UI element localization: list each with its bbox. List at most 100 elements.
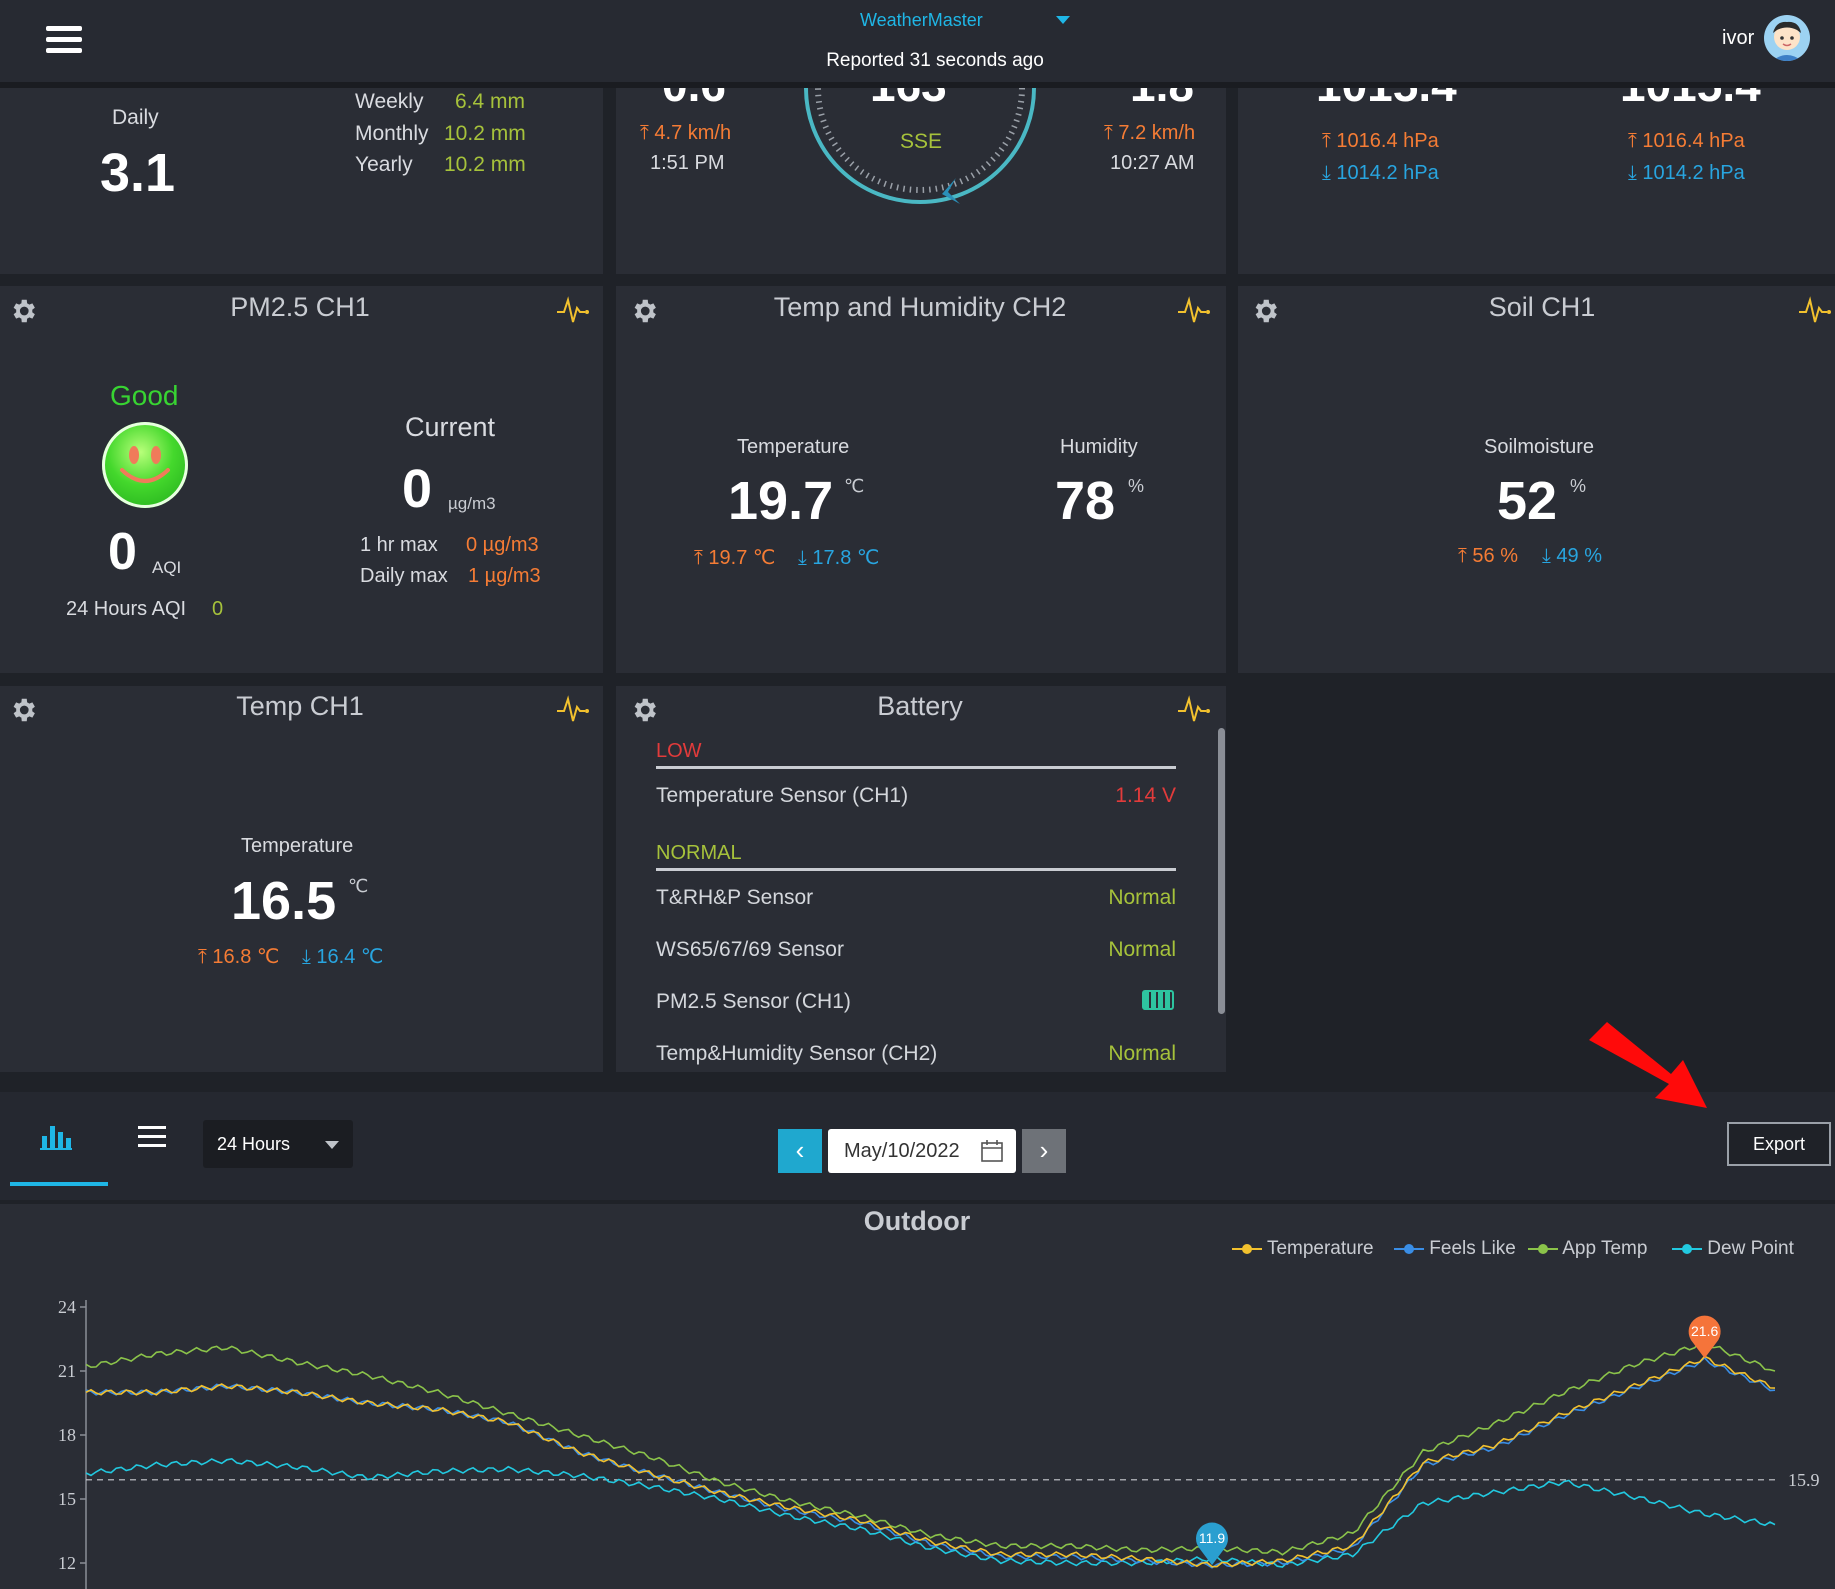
- air-quality-status: Good: [110, 380, 179, 411]
- y-tick-label: 24: [58, 1297, 76, 1317]
- series-line-feels-like: [85, 1356, 1776, 1569]
- outdoor-chart[interactable]: 24 21 18 15 12 15.9 21.6 11.9: [0, 1280, 1835, 1589]
- battery-low-header: LOW: [656, 740, 702, 762]
- pulse-icon[interactable]: [556, 296, 590, 324]
- export-button[interactable]: Export: [1727, 1122, 1831, 1166]
- chart-panel: [0, 1204, 1835, 1589]
- rain-monthly-label: Monthly: [355, 122, 429, 145]
- wind-speed-value: 0.6: [662, 88, 726, 112]
- soil-unit: %: [1570, 476, 1587, 496]
- th-ch2-hum-label: Humidity: [1060, 436, 1138, 458]
- legend-marker: [1394, 1243, 1424, 1254]
- temp-ch1-title: Temp CH1: [236, 691, 364, 721]
- wind-gust-time: 10:27 AM: [1110, 152, 1195, 174]
- th-ch2-panel: [616, 286, 1226, 673]
- soil-ch1-title: Soil CH1: [1488, 292, 1596, 322]
- battery-row: WS65/67/69 Sensor Normal: [656, 938, 1176, 961]
- rain-daily-value: 3.1: [100, 143, 176, 203]
- legend-marker: [1232, 1243, 1262, 1254]
- gear-icon[interactable]: [629, 296, 659, 326]
- user-name[interactable]: ivor: [1722, 27, 1755, 49]
- list-view-icon[interactable]: [138, 1126, 166, 1148]
- wind-speed-max: ⤒ 4.7 km/h: [640, 122, 732, 144]
- reported-time: Reported 31 seconds ago: [826, 50, 1044, 71]
- average-label: 15.9: [1788, 1470, 1820, 1490]
- calendar-icon: [981, 1140, 1003, 1162]
- battery-title: Battery: [877, 691, 963, 721]
- date-value: May/10/2022: [844, 1140, 960, 1162]
- y-tick-label: 12: [58, 1553, 76, 1573]
- battery-row: PM2.5 Sensor (CH1): [656, 990, 1176, 1014]
- legend-marker: [1528, 1243, 1558, 1254]
- gear-icon[interactable]: [629, 695, 659, 725]
- wind-speed-time: 1:51 PM: [650, 152, 725, 174]
- wind-direction-label: SSE: [900, 130, 943, 153]
- pressure-abs-max: ⤒ 1016.4 hPa: [1628, 130, 1745, 152]
- pm25-panel: [0, 286, 603, 673]
- battery-panel: [616, 686, 1226, 1072]
- battery-row: Temperature Sensor (CH1) 1.14 V: [656, 784, 1176, 807]
- gear-icon[interactable]: [8, 695, 38, 725]
- menu-icon[interactable]: [46, 26, 82, 54]
- th-ch2-hum-unit: %: [1128, 476, 1145, 496]
- wind-gust-value: 1.8: [1130, 88, 1194, 112]
- y-tick-label: 15: [58, 1489, 76, 1509]
- rain-panel: [0, 88, 603, 274]
- chart-title: Outdoor: [863, 1206, 971, 1236]
- th-ch2-hum-value: 78: [1055, 471, 1116, 531]
- range-select[interactable]: 24 Hours: [203, 1120, 353, 1168]
- soil-label: Soilmoisture: [1484, 436, 1595, 458]
- pulse-icon[interactable]: [1798, 296, 1832, 324]
- rain-yearly-label: Yearly: [355, 153, 413, 176]
- pm25-daily-max-value: 1 µg/m3: [468, 565, 541, 587]
- pressure-abs-min: ⤓ 1014.2 hPa: [1628, 162, 1745, 184]
- date-picker[interactable]: May/10/2022: [828, 1129, 1016, 1173]
- soil-max: ⤒ 56 %: [1458, 545, 1518, 567]
- top-bar: [0, 0, 1835, 88]
- pulse-icon[interactable]: [1177, 296, 1211, 324]
- temp-ch1-max: ⤒ 16.8 ℃: [198, 946, 280, 968]
- max-marker-label: 21.6: [1691, 1323, 1718, 1339]
- series-line-dew-point: [85, 1457, 1776, 1568]
- pm25-current-label: Current: [405, 412, 496, 442]
- legend-app-temp[interactable]: App Temp: [1528, 1238, 1647, 1260]
- pm25-hr-max-label: 1 hr max: [360, 534, 438, 556]
- divider: [656, 868, 1176, 871]
- gear-icon[interactable]: [8, 296, 38, 326]
- th-ch2-temp-max: ⤒ 19.7 ℃: [694, 547, 776, 569]
- soil-value: 52: [1497, 471, 1558, 531]
- pressure-rel-max: ⤒ 1016.4 hPa: [1322, 130, 1439, 152]
- rain-yearly-value: 10.2 mm: [444, 153, 526, 176]
- soil-ch1-panel: [1238, 286, 1835, 673]
- pulse-icon[interactable]: [556, 695, 590, 723]
- legend-dew-point[interactable]: Dew Point: [1672, 1238, 1794, 1260]
- y-tick-label: 18: [58, 1425, 76, 1445]
- pm25-current-value: 0: [402, 459, 433, 519]
- min-marker: 11.9: [1196, 1522, 1228, 1566]
- range-select-value: 24 Hours: [217, 1134, 291, 1154]
- rain-weekly-label: Weekly: [355, 90, 424, 113]
- pulse-icon[interactable]: [1177, 695, 1211, 723]
- min-marker-label: 11.9: [1199, 1530, 1225, 1546]
- aqi-label: AQI: [152, 558, 182, 577]
- soil-min: ⤓ 49 %: [1542, 545, 1602, 567]
- avatar[interactable]: [1764, 15, 1810, 61]
- station-selector[interactable]: WeatherMaster: [860, 10, 1080, 34]
- aqi-24h-value: 0: [212, 598, 224, 620]
- battery-row: T&RH&P Sensor Normal: [656, 886, 1176, 909]
- gear-icon[interactable]: [1250, 296, 1280, 326]
- aqi-24h-label: 24 Hours AQI: [66, 598, 187, 620]
- legend-temperature[interactable]: Temperature: [1232, 1238, 1374, 1260]
- th-ch2-temp-value: 19.7: [728, 471, 834, 531]
- chart-view-tab[interactable]: [10, 1108, 108, 1186]
- scrollbar[interactable]: [1218, 728, 1225, 1014]
- rain-weekly-value: 6.4 mm: [455, 90, 526, 113]
- legend-feels-like[interactable]: Feels Like: [1394, 1238, 1516, 1260]
- next-date-button[interactable]: ›: [1022, 1129, 1066, 1173]
- prev-date-button[interactable]: ‹: [778, 1129, 822, 1173]
- wind-gust-max: ⤒ 7.2 km/h: [1104, 122, 1196, 144]
- th-ch2-temp-min: ⤓ 17.8 ℃: [798, 547, 880, 569]
- battery-row: Temp&Humidity Sensor (CH2) Normal: [656, 1042, 1176, 1065]
- pressure-rel-value: 1015.4: [1316, 88, 1457, 112]
- wind-direction-value: 163: [870, 88, 947, 112]
